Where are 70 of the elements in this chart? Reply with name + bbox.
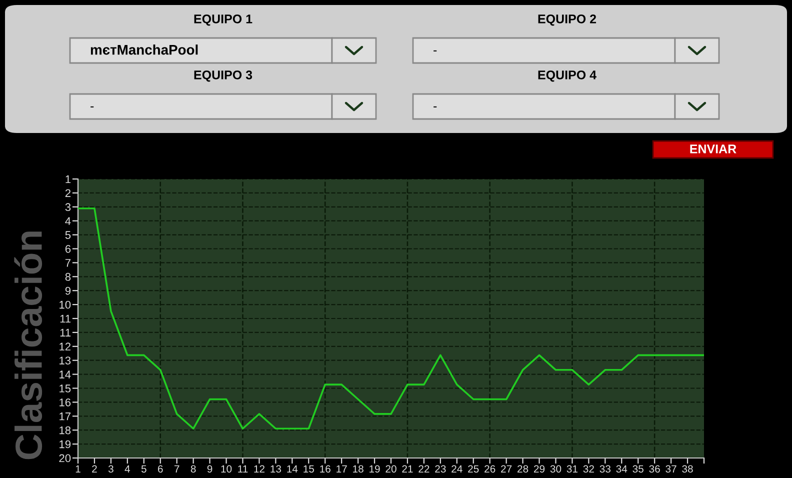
y-tick-label: 13 <box>60 356 71 364</box>
x-tick-label: 30 <box>550 465 562 473</box>
x-tick-label: 29 <box>534 465 545 473</box>
x-tick-label: 22 <box>418 465 430 472</box>
x-tick-label: 24 <box>452 465 462 472</box>
x-tick-label: 31 <box>566 465 578 473</box>
y-tick-label: 15 <box>60 384 71 392</box>
y-tick-label: 20 <box>59 454 71 462</box>
x-tick-label: 4 <box>124 465 130 472</box>
x-tick-label: 36 <box>649 465 660 473</box>
x-tick-label: 6 <box>158 465 163 473</box>
y-tick-label: 5 <box>65 231 71 239</box>
y-axis-title: Clasificación <box>14 232 42 460</box>
y-tick-label: 1 <box>66 175 71 184</box>
y-tick-label: 10 <box>60 300 71 309</box>
line-series <box>78 207 704 430</box>
y-tick-label: 8 <box>65 272 71 281</box>
x-tick-label: 20 <box>386 465 396 473</box>
text: - <box>90 106 94 108</box>
y-tick-label: 6 <box>65 245 71 253</box>
x-tick-label: 32 <box>583 465 594 473</box>
x-tick-label: 16 <box>320 465 330 473</box>
text: EQUIPO 4 <box>538 70 596 82</box>
x-tick-label: 21 <box>402 465 413 472</box>
x-tick-label: 12 <box>254 465 264 472</box>
x-tick-label: 33 <box>600 465 610 473</box>
x-tick-label: 11 <box>238 465 248 472</box>
x-tick-label: 28 <box>518 465 528 473</box>
y-tick-label: 4 <box>65 217 71 225</box>
x-tick-label: 19 <box>370 465 380 473</box>
y-tick-label: 2 <box>65 189 70 197</box>
x-tick-label: 15 <box>304 465 314 473</box>
y-tick-label: 11 <box>60 328 71 336</box>
y-tick-label: 16 <box>60 398 71 406</box>
x-tick-label: 18 <box>353 465 364 473</box>
x-tick-label: 37 <box>666 465 676 473</box>
y-tick-label: 14 <box>60 370 71 378</box>
x-tick-label: 35 <box>632 465 644 473</box>
x-tick-label: 23 <box>435 465 446 473</box>
x-tick-label: 8 <box>190 465 196 473</box>
x-tick-label: 17 <box>336 465 347 472</box>
x-tick-label: 14 <box>287 465 298 472</box>
text: EQUIPO 1 <box>194 14 252 26</box>
text: - <box>434 106 437 108</box>
text: EQUIPO 2 <box>538 14 596 26</box>
x-tick-label: 25 <box>468 465 479 473</box>
text: EQUIPO 3 <box>194 70 252 82</box>
x-tick-label: 7 <box>174 465 180 472</box>
y-tick-label: 17 <box>60 412 70 420</box>
y-tick-label: 12 <box>60 342 70 350</box>
x-tick-label: 27 <box>501 465 512 472</box>
y-tick-label: 7 <box>65 259 70 267</box>
x-tick-label: 1 <box>76 465 80 472</box>
x-tick-label: 3 <box>108 465 114 473</box>
y-tick-label: 18 <box>60 426 71 434</box>
y-tick-label: 3 <box>65 203 71 212</box>
x-tick-label: 13 <box>270 465 282 473</box>
text: ENVIAR <box>690 144 736 154</box>
x-tick-label: 34 <box>616 465 628 473</box>
x-tick-label: 38 <box>682 465 693 473</box>
y-tick-label: 9 <box>65 286 71 295</box>
x-tick-label: 2 <box>92 465 97 472</box>
y-tick-label: 11 <box>60 314 71 323</box>
text: mєтManchaPool <box>90 44 198 55</box>
y-tick-label: 19 <box>60 440 71 448</box>
x-tick-label: 9 <box>207 465 212 473</box>
x-tick-label: 26 <box>484 465 496 473</box>
x-tick-label: 10 <box>221 465 232 473</box>
text: - <box>434 50 437 52</box>
x-tick-label: 5 <box>141 465 146 473</box>
